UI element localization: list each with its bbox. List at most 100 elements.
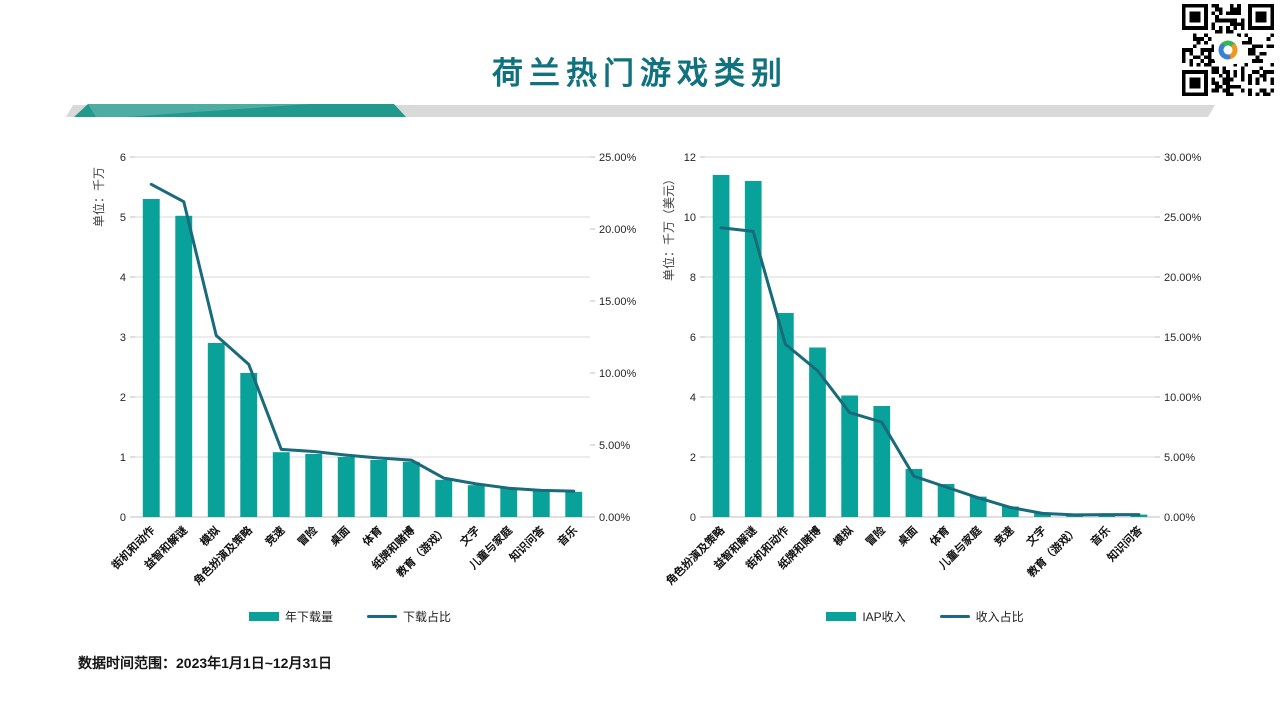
bar (809, 347, 826, 517)
left-axis-tick-label: 1 (120, 452, 126, 464)
bar (712, 175, 730, 517)
right-axis-tick-label: 20.00% (1164, 272, 1202, 284)
bar (744, 181, 762, 517)
left-axis-tick-label: 5 (120, 212, 126, 224)
legend-label-bar: 年下载量 (284, 610, 333, 624)
bar (1034, 513, 1051, 517)
right-axis-tick-label: 30.00% (1164, 152, 1202, 164)
legend-label-line: 收入占比 (975, 610, 1024, 624)
x-axis-label: 桌面 (894, 523, 920, 549)
x-axis-label: 竞速 (262, 523, 287, 548)
x-axis-label: 知识问答 (1103, 523, 1145, 565)
line-swatch-icon (939, 615, 970, 618)
bar (207, 343, 225, 517)
bar (937, 484, 955, 517)
legend-label-line: 下载占比 (403, 610, 452, 624)
bar (435, 479, 453, 517)
x-axis-label: 文字 (457, 523, 482, 548)
bar (841, 395, 858, 517)
right-axis-tick-label: 25.00% (599, 152, 637, 164)
left-axis-tick-label: 12 (684, 152, 696, 164)
x-axis-label: 桌面 (326, 523, 352, 549)
x-axis-label: 冒险 (862, 523, 888, 549)
trend-line (149, 182, 576, 493)
bar (905, 469, 923, 517)
qr-pattern (1182, 4, 1274, 96)
x-axis-label: 冒险 (294, 523, 320, 549)
bar (370, 460, 388, 517)
y-axis-title-revenue: 单位：千万（美元） (661, 173, 676, 281)
right-axis-tick-label: 5.00% (1164, 452, 1195, 464)
chart-revenue: 单位：千万（美元） 0 2 4 6 8 10 12 0.00% 5.00% 10.00% 15.00… (630, 140, 1220, 625)
left-axis-tick-label: 2 (690, 452, 696, 464)
x-axis-label: 知识问答 (506, 523, 548, 565)
left-axis-tick-label: 6 (120, 152, 126, 164)
divider-teal-bar (74, 104, 406, 117)
left-axis-tick-label: 0 (690, 512, 696, 524)
right-axis-tick-label: 20.00% (599, 224, 637, 236)
right-axis-tick-label: 15.00% (1164, 332, 1202, 344)
right-axis-tick-label: 0.00% (1164, 512, 1195, 524)
x-axis-label: 音乐 (1087, 523, 1112, 548)
trend-line (719, 226, 1141, 517)
bar (272, 452, 290, 517)
left-axis-tick-label: 3 (120, 332, 126, 344)
chart-downloads: 单位：千万 0 1 2 3 4 5 6 0.00% 5.00% 10.00% 15.00% 20.00… (60, 140, 640, 625)
qr-code (1182, 4, 1274, 96)
page-title: 荷兰热门游戏类别 (492, 56, 788, 91)
legend-item-line: 下载占比 (367, 608, 451, 625)
right-axis-tick-label: 10.00% (599, 368, 637, 380)
left-axis-tick-label: 2 (120, 392, 126, 404)
x-axis-label: 体育 (359, 523, 384, 548)
bar (873, 406, 891, 517)
x-axis-label: 角色扮演及策略 (191, 523, 256, 588)
data-range-note: 数据时间范围：2023年1月1日~12月31日 (78, 655, 333, 671)
legend-item-bar: IAP收入 (826, 608, 906, 625)
bar-swatch-icon (826, 612, 857, 621)
bar (1002, 506, 1019, 517)
bar (305, 454, 323, 517)
left-axis-tick-label: 4 (690, 392, 696, 404)
x-axis-label: 竞速 (991, 523, 1016, 548)
line-swatch-icon (367, 615, 397, 618)
y-axis-title-downloads: 单位：千万 (91, 167, 106, 227)
x-axis-label: 角色扮演及策略 (663, 523, 728, 588)
legend-label-bar: IAP收入 (862, 610, 906, 624)
x-axis-label: 体育 (927, 523, 952, 548)
right-axis-tick-label: 5.00% (599, 440, 630, 452)
left-axis-tick-label: 10 (684, 212, 696, 224)
right-axis-tick-label: 10.00% (1164, 392, 1202, 404)
downloads-chart-canvas: 单位：千万 0 1 2 3 4 5 6 0.00% 5.00% 10.00% 15.00% 20.00… (91, 152, 637, 588)
bar (175, 215, 193, 518)
right-axis-tick-label: 25.00% (1164, 212, 1202, 224)
right-axis-tick-label: 0.00% (599, 512, 630, 524)
bar (532, 490, 550, 517)
x-axis-label: 文字 (1023, 523, 1048, 548)
left-axis-tick-label: 0 (120, 512, 126, 524)
right-axis-tick-label: 15.00% (599, 296, 637, 308)
x-axis-label: 模拟 (830, 523, 855, 548)
bar (777, 313, 794, 517)
qr-logo-icon (1218, 40, 1238, 60)
legend-item-line: 收入占比 (939, 608, 1024, 625)
bar (467, 485, 485, 517)
bar (969, 496, 987, 517)
left-axis-tick-label: 8 (690, 272, 696, 284)
legend-item-bar: 年下载量 (248, 608, 333, 625)
bar (142, 199, 160, 517)
left-axis-tick-label: 6 (690, 332, 696, 344)
legend-downloads: 年下载量 下载占比 (60, 608, 640, 625)
bar (402, 461, 420, 517)
legend-revenue: IAP收入 收入占比 (630, 608, 1220, 625)
x-axis-label: 模拟 (197, 523, 222, 548)
revenue-chart-canvas: 单位：千万（美元） 0 2 4 6 8 10 12 0.00% 5.00% 10.00% 15.00… (661, 152, 1202, 588)
bar (337, 457, 355, 517)
bar-swatch-icon (248, 612, 279, 621)
bar (565, 491, 583, 517)
left-axis-tick-label: 4 (120, 272, 126, 284)
bar (500, 488, 518, 517)
bar (240, 373, 258, 517)
qr-center-logo (1214, 36, 1242, 64)
x-axis-label: 音乐 (554, 523, 579, 548)
